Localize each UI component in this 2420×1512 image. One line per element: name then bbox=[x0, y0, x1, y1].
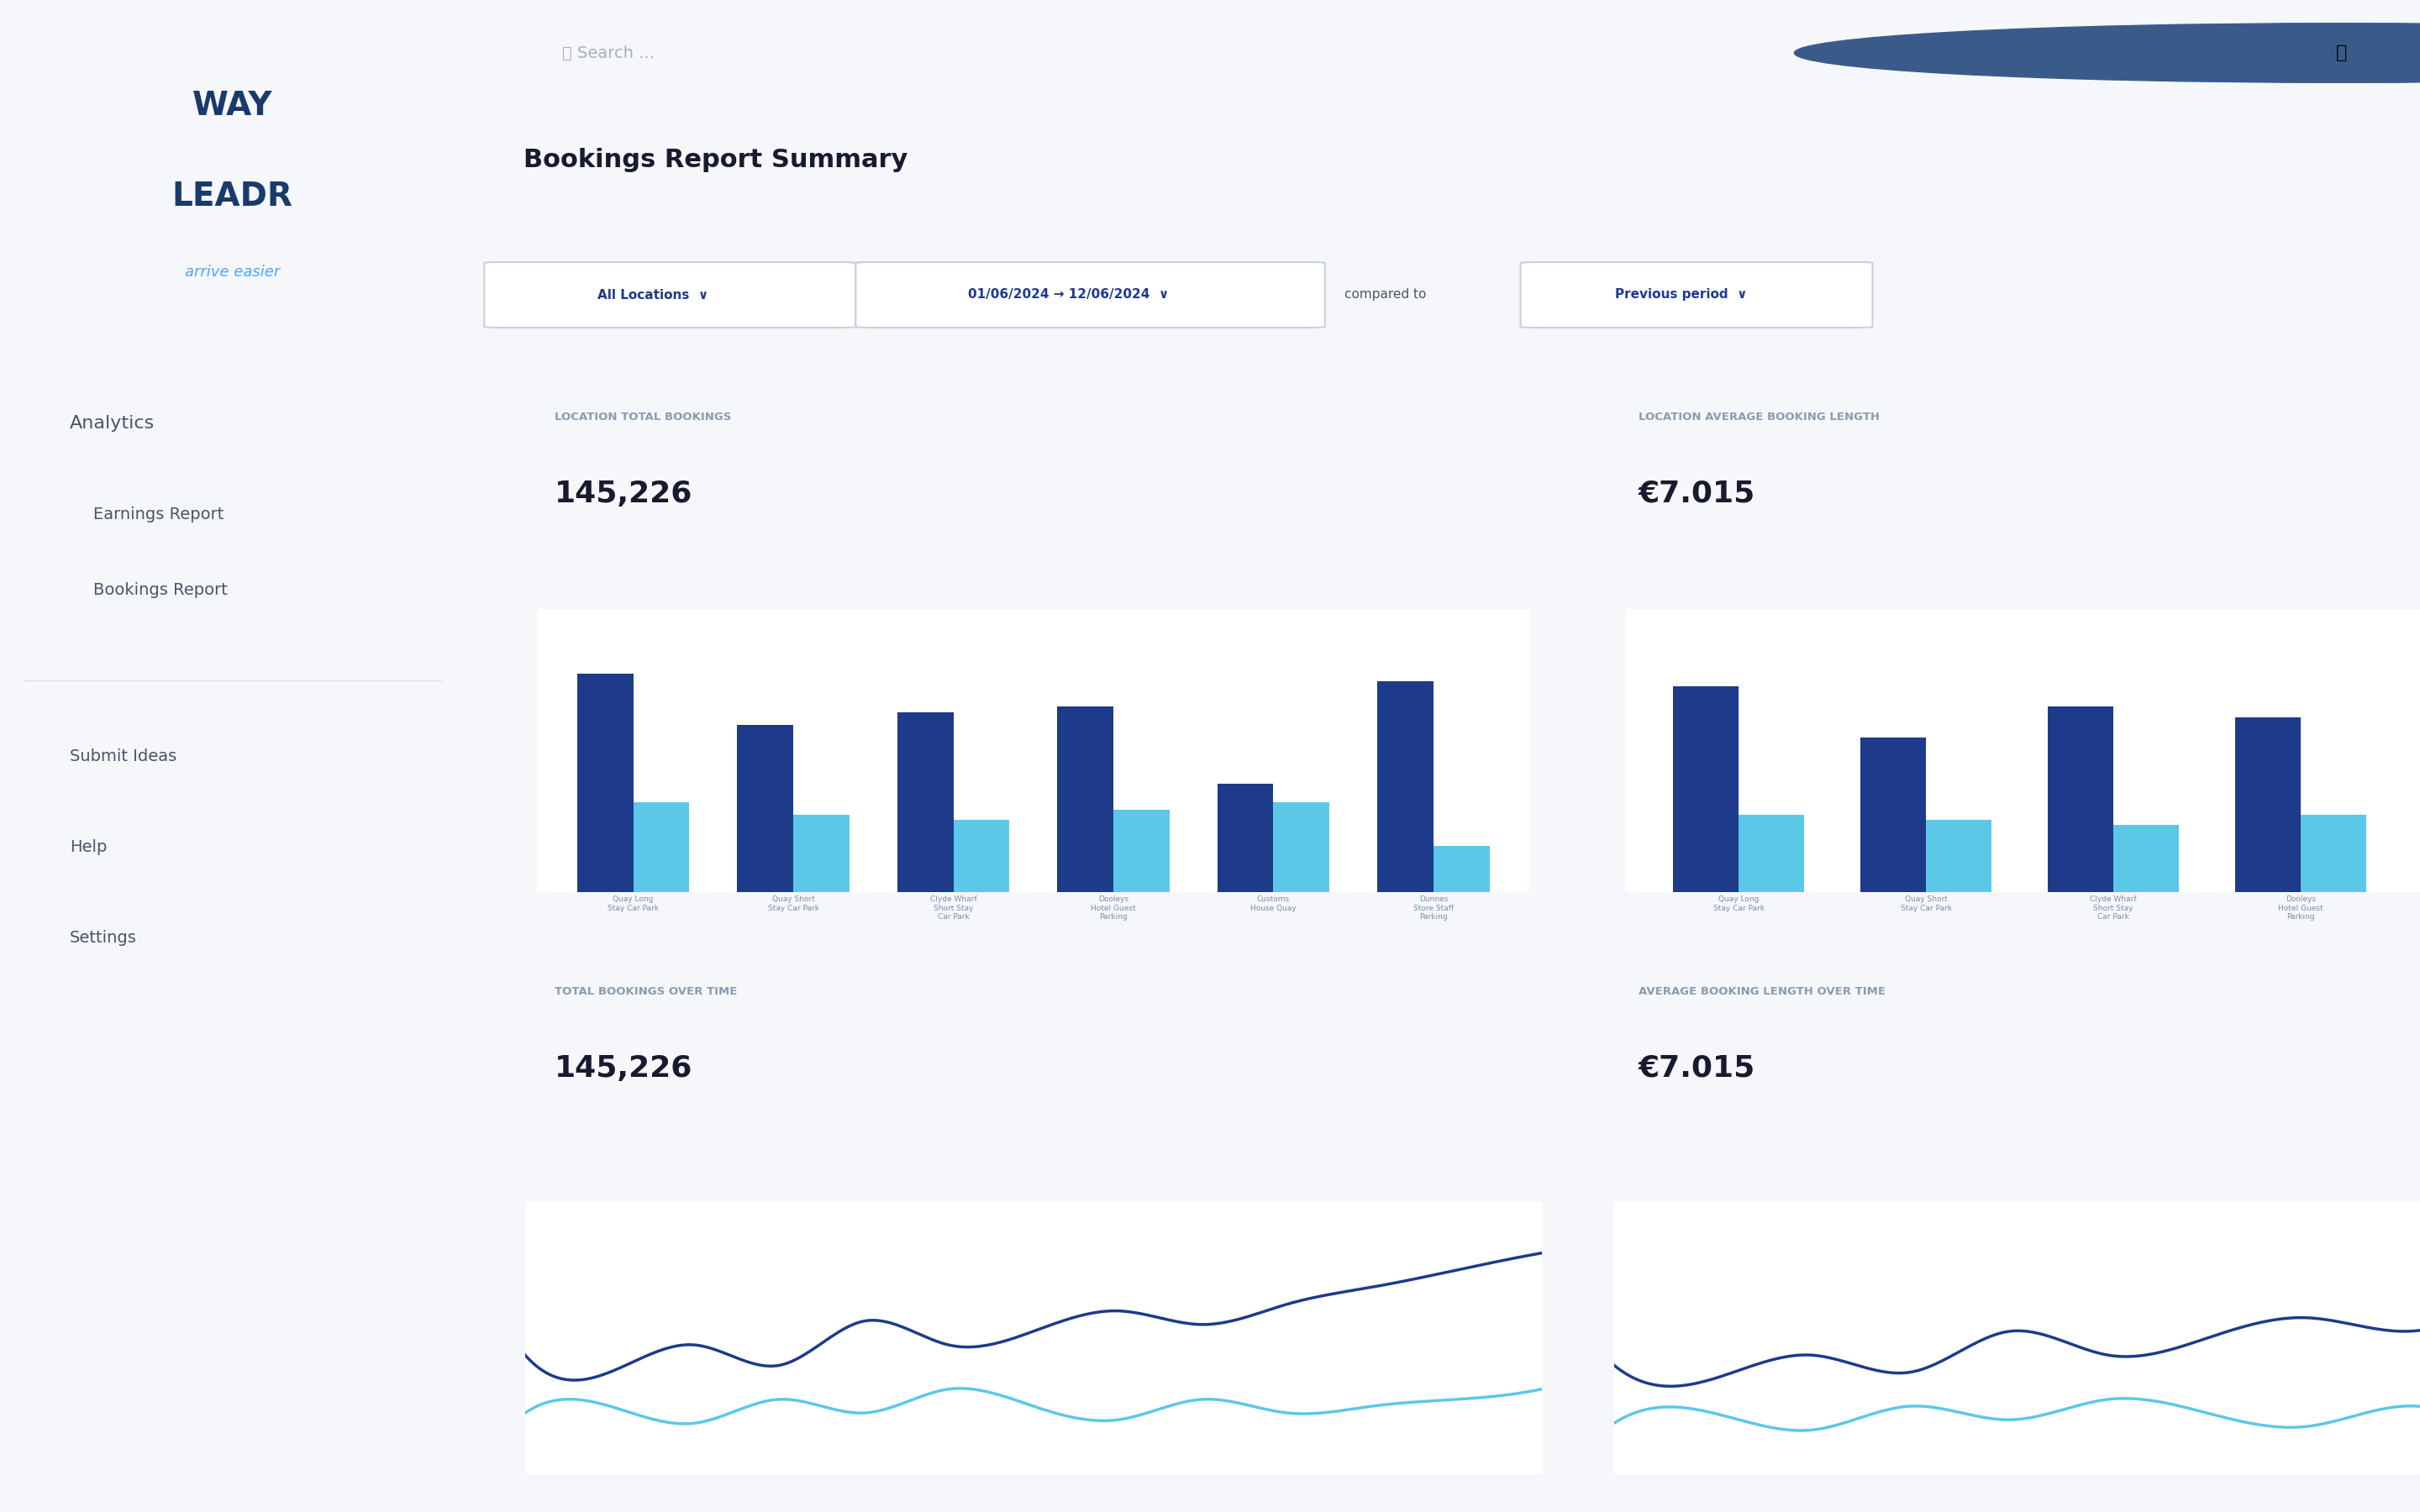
Text: Analytics: Analytics bbox=[70, 414, 155, 432]
Text: 145,226: 145,226 bbox=[554, 479, 692, 508]
Text: LEADR: LEADR bbox=[172, 180, 293, 213]
Text: Help: Help bbox=[70, 839, 106, 854]
Bar bbox=[1377, 680, 1433, 892]
Bar bbox=[1217, 785, 1273, 892]
Text: 👤: 👤 bbox=[2335, 44, 2347, 62]
Bar bbox=[1433, 845, 1488, 892]
Text: Settings: Settings bbox=[70, 930, 138, 945]
Bar bbox=[2236, 717, 2301, 892]
Bar bbox=[2301, 815, 2367, 892]
FancyBboxPatch shape bbox=[857, 262, 1326, 328]
Bar bbox=[1273, 801, 1329, 892]
Text: AVERAGE BOOKING LENGTH OVER TIME: AVERAGE BOOKING LENGTH OVER TIME bbox=[1638, 986, 1885, 998]
Text: Previous period  ∨: Previous period ∨ bbox=[1614, 289, 1747, 301]
Bar bbox=[1926, 820, 1992, 892]
Text: arrive easier: arrive easier bbox=[184, 265, 281, 280]
Bar bbox=[953, 820, 1009, 892]
Bar bbox=[2047, 706, 2113, 892]
Bar bbox=[2113, 826, 2178, 892]
Bar bbox=[1861, 738, 1926, 892]
Text: LOCATION TOTAL BOOKINGS: LOCATION TOTAL BOOKINGS bbox=[554, 411, 731, 423]
Text: LOCATION AVERAGE BOOKING LENGTH: LOCATION AVERAGE BOOKING LENGTH bbox=[1638, 411, 1880, 423]
Text: Submit Ideas: Submit Ideas bbox=[70, 748, 177, 764]
Text: WAY: WAY bbox=[191, 89, 273, 122]
Text: 145,226: 145,226 bbox=[554, 1054, 692, 1083]
Text: €7.015: €7.015 bbox=[1638, 1054, 1754, 1083]
FancyBboxPatch shape bbox=[484, 262, 857, 328]
Circle shape bbox=[1793, 23, 2420, 83]
Bar bbox=[898, 712, 953, 892]
Bar bbox=[794, 815, 849, 892]
Bar bbox=[1058, 706, 1113, 892]
Text: Earnings Report: Earnings Report bbox=[92, 507, 223, 522]
Text: 🔍 Search ...: 🔍 Search ... bbox=[561, 45, 656, 60]
Bar bbox=[738, 724, 794, 892]
Text: compared to: compared to bbox=[1346, 289, 1425, 301]
Text: Bookings Report Summary: Bookings Report Summary bbox=[523, 148, 908, 172]
Text: Bookings Report: Bookings Report bbox=[92, 582, 227, 597]
Bar bbox=[634, 801, 690, 892]
Bar bbox=[1672, 686, 1738, 892]
Bar bbox=[1738, 815, 1805, 892]
Text: TOTAL BOOKINGS OVER TIME: TOTAL BOOKINGS OVER TIME bbox=[554, 986, 738, 998]
Bar bbox=[578, 673, 634, 892]
Text: 01/06/2024 → 12/06/2024  ∨: 01/06/2024 → 12/06/2024 ∨ bbox=[968, 289, 1169, 301]
Bar bbox=[1113, 810, 1169, 892]
FancyBboxPatch shape bbox=[1520, 262, 1873, 328]
Text: €7.015: €7.015 bbox=[1638, 479, 1754, 508]
Text: All Locations  ∨: All Locations ∨ bbox=[598, 289, 709, 301]
